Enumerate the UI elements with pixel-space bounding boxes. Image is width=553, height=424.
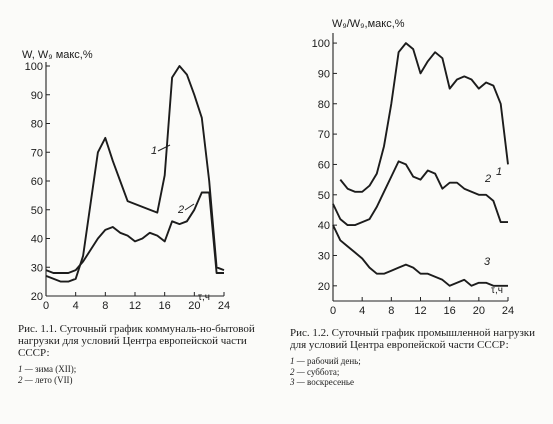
legend-item-3: 3 — воскресенье: [290, 377, 355, 387]
x-axis-title: τ,ч: [198, 292, 210, 303]
caption-fig-1-2: Рис. 1.2. Суточный график промышленной н…: [290, 327, 548, 388]
y-tick-label: 100: [312, 38, 330, 50]
figure-1-2: 20 30 40 50 60 70 80 90 100 0 4 8 12 16 20 24 W₉/W₉,макс…: [282, 0, 553, 424]
x-tick-label: 0: [43, 300, 49, 312]
y-tick-label: 30: [31, 262, 43, 274]
legend-item-1: 1 — рабочий день;: [290, 356, 361, 366]
y-tick-label: 70: [31, 147, 43, 159]
legend-number: 2: [18, 374, 23, 385]
legend-text: суббота;: [307, 366, 340, 377]
legend-number: 1: [290, 356, 295, 366]
x-tick-label: 8: [102, 300, 108, 312]
x-tick-label: 20: [188, 300, 200, 312]
y-tick-label: 20: [31, 291, 43, 303]
series-label-2: 2: [177, 204, 184, 216]
series-label-3: 3: [484, 256, 491, 268]
y-tick-label: 50: [318, 190, 330, 202]
series-label-2: 2: [484, 173, 491, 185]
x-tick-label: 12: [129, 300, 141, 312]
x-tick-label: 24: [502, 305, 514, 317]
series-leader-2: [184, 203, 195, 211]
x-tick-label: 4: [359, 305, 365, 317]
series-line-1: [45, 65, 225, 283]
caption-title: Рис. 1.2. Суточный график промышленной н…: [290, 327, 536, 351]
y-tick-label: 60: [318, 159, 330, 171]
legend-item-1: 1 — зима (XII);: [18, 364, 77, 374]
y-tick-label: 70: [318, 129, 330, 141]
legend-item-2: 2 — суббота;: [290, 366, 340, 377]
x-axis-title: τ,ч: [491, 285, 503, 296]
caption-fig-1-1: Рис. 1.1. Суточный график коммуналь-но-б…: [18, 323, 280, 385]
y-axis-title: W, W₉ макс,%: [22, 49, 93, 61]
x-tick-label: 20: [473, 305, 485, 317]
legend-text: воскресенье: [307, 377, 355, 387]
series-label-1: 1: [151, 145, 157, 157]
legend-number: 3: [290, 377, 295, 387]
x-tick-label: 4: [73, 300, 79, 312]
series-leader-1: [157, 144, 171, 152]
x-tick-label: 0: [330, 305, 336, 317]
y-tick-label: 90: [31, 90, 43, 102]
series-line-2: [45, 191, 224, 274]
legend-text: рабочий день;: [307, 356, 361, 366]
y-tick-label: 40: [31, 234, 43, 246]
legend-text: зима (XII);: [35, 364, 77, 374]
caption-title: Рис. 1.1. Суточный график коммуналь-но-б…: [18, 323, 255, 359]
x-tick-label: 8: [388, 305, 394, 317]
caption-legend: 1 — рабочий день; 2 — суббота; 3 — воскр…: [290, 356, 548, 388]
x-tick-label: 16: [444, 305, 456, 317]
y-axis-title: W₉/W₉,макс,%: [332, 18, 405, 30]
legend-number: 1: [18, 364, 23, 374]
legend-item-2: 2 — лето (VII): [18, 374, 73, 385]
x-tick-label: 12: [414, 305, 426, 317]
legend-number: 2: [290, 366, 295, 377]
y-tick-label: 90: [318, 68, 330, 80]
y-tick-label: 30: [318, 250, 330, 262]
series-line-3: [332, 224, 508, 287]
y-tick-label: 80: [31, 119, 43, 131]
y-tick-label: 80: [318, 99, 330, 111]
series-label-1: 1: [496, 166, 502, 178]
y-tick-label: 40: [318, 220, 330, 232]
x-tick-label: 16: [159, 300, 171, 312]
y-tick-label: 50: [31, 205, 43, 217]
series-line-1: [339, 42, 509, 193]
figure-1-1: 20 30 40 50 60 70 80 90 100 0 4 8 12 16 20 24 W, W₉ макс…: [18, 49, 280, 385]
legend-text: лето (VII): [35, 374, 73, 385]
y-tick-label: 100: [25, 61, 43, 73]
caption-legend: 1 — зима (XII); 2 — лето (VII): [18, 364, 280, 385]
chart-daily-industrial-load: 20 30 40 50 60 70 80 90 100 0 4 8 12 16 20 24 W₉/W₉,макс…: [312, 18, 514, 317]
x-tick-label: 24: [218, 300, 230, 312]
y-tick-label: 20: [318, 281, 330, 293]
y-tick-label: 60: [31, 176, 43, 188]
series-line-2: [332, 160, 508, 227]
